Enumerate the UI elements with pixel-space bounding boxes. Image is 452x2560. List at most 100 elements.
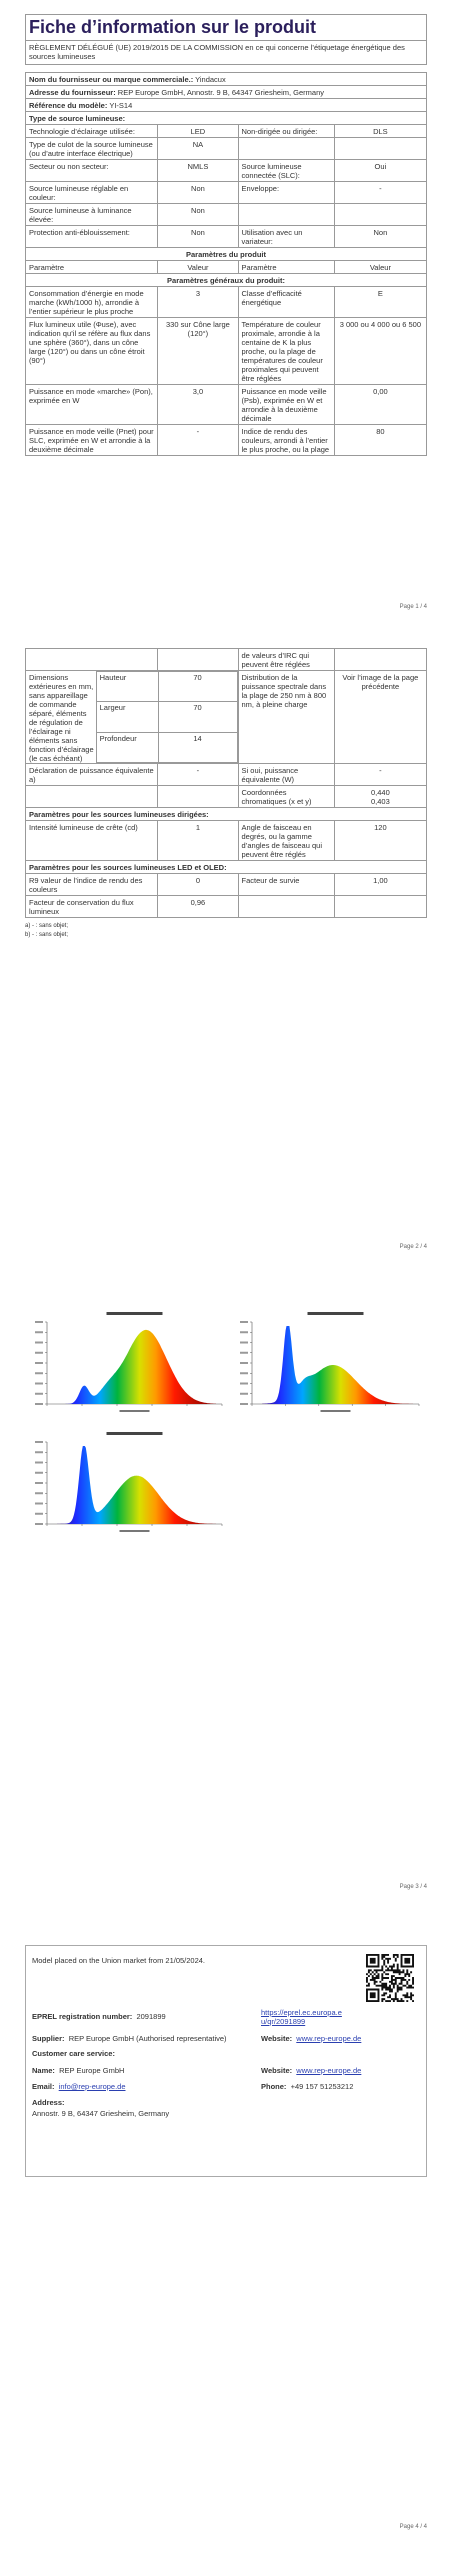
cell: Coordonnées chromatiques (x et y) (237, 785, 335, 808)
cell: Type de culot de la source lumineuse (ou… (24, 137, 159, 160)
link[interactable]: info@rep-europe.de (58, 2082, 126, 2091)
header: Fiche d’information sur le produit RÈGLE… (25, 14, 427, 65)
cell: Enveloppe: (237, 181, 335, 204)
cell: 3 (157, 286, 239, 318)
table-row: Dimensions extérieures en mm, sans appar… (25, 670, 428, 764)
cell: Secteur ou non secteur: (24, 159, 159, 182)
cell: Voir l’image de la page précédente (333, 670, 428, 764)
table-row: Facteur de conservation du flux lumineux… (24, 895, 428, 918)
cell: Source lumineuse réglable en couleur: (24, 181, 159, 204)
product-table: de valeurs d’IRC qui peuvent être réglée… (24, 648, 428, 918)
cell: Consommation d’énergie en mode marche (k… (24, 286, 159, 318)
info-label: Type de source lumineuse: (29, 113, 126, 123)
cell: Indice de rendu des couleurs, arrondi à … (237, 424, 335, 456)
cell: NA (157, 137, 239, 160)
cell: Non (157, 181, 239, 204)
section-header: Paramètres pour les sources lumineuses d… (25, 807, 427, 821)
tick-text (240, 1403, 248, 1405)
cell (24, 785, 159, 808)
cell: Paramètre (24, 260, 159, 274)
table-row: Intensité lumineuse de crête (cd) 1 Angle … (24, 820, 428, 861)
table-row: Puissance en mode «marche» (Pon), exprim… (24, 384, 428, 425)
value: Annostr. 9 B, 64347 Griesheim, Germany (32, 2109, 170, 2118)
footnotes: a) - : sans objet; b) - : sans objet; (25, 922, 68, 940)
label: Email: (32, 2082, 55, 2091)
cell (333, 203, 428, 226)
table-row: Paramètre Valeur Paramètre Valeur (24, 260, 428, 274)
tick-text (240, 1331, 248, 1334)
footnote: a) - : sans objet; (25, 923, 69, 929)
dimension-value: 70 (157, 670, 238, 703)
label: Address: (32, 2098, 65, 2107)
cell: - (157, 763, 239, 786)
tick-text (35, 1492, 43, 1495)
link[interactable]: www.rep-europe.de (296, 2034, 362, 2043)
info-label: Référence du modèle: (29, 100, 108, 110)
tick-text (35, 1351, 43, 1354)
page: Fiche d’information sur le produit RÈGLE… (0, 0, 452, 640)
caption (119, 1410, 150, 1412)
link[interactable]: www.rep-europe.de (296, 2066, 362, 2075)
page: de valeurs d’IRC qui peuvent être réglée… (0, 640, 452, 1280)
cell: Non (157, 225, 239, 248)
dimensions-label: Dimensions extérieures en mm, sans appar… (29, 673, 94, 763)
field: Email: info@rep-europe.de (32, 2082, 126, 2091)
table-row: Paramètres généraux du produit: (25, 273, 427, 287)
cell: - (333, 763, 428, 786)
cell: - (157, 424, 239, 456)
cell: Valeur (333, 260, 428, 274)
label: Website: (261, 2066, 293, 2075)
cell: Utilisation avec un variateur: (237, 225, 335, 248)
tick-text (35, 1372, 43, 1375)
label: EPREL registration number: (32, 2012, 133, 2021)
cell: NMLS (157, 159, 239, 182)
value: +49 157 51253212 (290, 2082, 354, 2091)
cell: Intensité lumineuse de crête (cd) (24, 820, 159, 861)
cell: Paramètre (237, 260, 335, 274)
value: 2091899 (136, 2012, 166, 2021)
tick-text (35, 1321, 43, 1323)
tick-text (35, 1512, 43, 1515)
section-header: Paramètres pour les sources lumineuses L… (25, 860, 427, 874)
table-row: Type de culot de la source lumineuse (ou… (24, 137, 428, 160)
tick-text (240, 1372, 248, 1375)
dimension-row: Profondeur 14 (95, 731, 238, 764)
field: Website: www.rep-europe.de (261, 2066, 361, 2075)
tick-text (35, 1461, 43, 1464)
eprel-link[interactable]: https://eprel.ec.europa.eu/qr/2091899 (261, 2008, 342, 2026)
table-row: Source lumineuse à luminance élevée: Non (24, 203, 428, 226)
table-row: Coordonnées chromatiques (x et y) 0,440 0… (24, 785, 428, 808)
info-label: Nom du fournisseur ou marque commerciale… (29, 74, 194, 84)
label: Phone: (261, 2082, 287, 2091)
cell: 1 (157, 820, 239, 861)
cell: 3 000 ou 4 000 ou 6 500 (333, 317, 428, 385)
cell (237, 137, 335, 160)
dimensions-table: Hauteur 70 Largeur 70 Profondeur 14 (95, 670, 238, 764)
info-value: Yindacux (195, 74, 226, 84)
tick-text (35, 1392, 43, 1395)
field: EPREL registration number: 2091899 (32, 2012, 166, 2021)
table-wrap: de valeurs d’IRC qui peuvent être réglée… (24, 648, 428, 918)
tick-text (35, 1341, 43, 1344)
cell (157, 785, 239, 808)
cell: Non (333, 225, 428, 248)
cell: Non (157, 203, 239, 226)
label: Website: (261, 2034, 293, 2043)
cell: de valeurs d’IRC qui peuvent être réglée… (237, 648, 335, 671)
dimension-name: Largeur (95, 701, 159, 733)
tick-text (35, 1482, 43, 1484)
caption (320, 1410, 351, 1412)
dimensions: Dimensions extérieures en mm, sans appar… (29, 670, 238, 764)
cell: Distribution de la puissance spectrale d… (237, 670, 335, 764)
cell (237, 895, 335, 918)
info-label: Adresse du fournisseur: (29, 87, 116, 97)
cell (237, 203, 335, 226)
registration-box: Model placed on the Union market from 21… (25, 1945, 427, 2177)
placed-text: Model placed on the Union market from 21… (32, 1956, 206, 1965)
tick-text (240, 1392, 248, 1395)
cell: - (333, 181, 428, 204)
dimension-name: Profondeur (95, 731, 159, 764)
cell: Nom du fournisseur ou marque commerciale… (25, 72, 427, 86)
page: Model placed on the Union market from 21… (0, 1920, 452, 2560)
